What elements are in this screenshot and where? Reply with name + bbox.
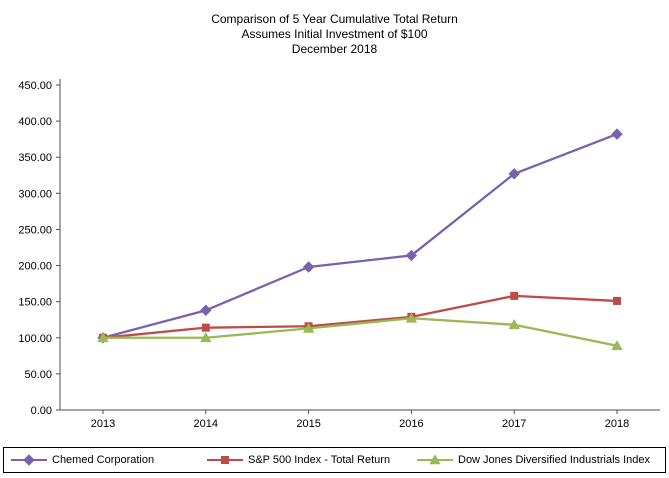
series-line — [102, 133, 618, 339]
series-marker-diamond-icon — [23, 454, 35, 466]
chart-title-line-2: Assumes Initial Investment of $100 — [241, 27, 428, 41]
series-marker-triangle-icon — [97, 332, 109, 343]
x-tick-label: 2014 — [194, 418, 218, 430]
legend-marker-square-icon — [207, 456, 243, 464]
y-tick-label: 0.00 — [31, 405, 52, 417]
y-tick-label: 250.00 — [18, 224, 52, 236]
x-tick-label: 2013 — [91, 418, 115, 430]
series-line — [102, 294, 618, 339]
series-marker-diamond-icon — [200, 304, 212, 317]
series-marker-triangle-icon — [429, 454, 441, 465]
x-tick-label: 2018 — [605, 418, 629, 430]
y-tick-label: 100.00 — [18, 333, 52, 345]
series-marker-square-icon — [221, 456, 229, 464]
series-marker-triangle-icon — [302, 322, 315, 333]
y-tick-label: 350.00 — [18, 152, 52, 164]
series-marker-diamond-icon — [405, 249, 418, 262]
legend-item-dowjones: Dow Jones Diversified Industrials Index — [416, 448, 650, 472]
series-line — [103, 317, 618, 347]
legend-label: Dow Jones Diversified Industrials Index — [458, 454, 650, 466]
chart-title-line-3: December 2018 — [291, 42, 378, 56]
x-tick-label: 2015 — [296, 418, 320, 430]
series-marker-square-icon — [510, 291, 519, 300]
legend-marker-triangle-icon — [417, 454, 453, 465]
chart-legend: Chemed Corporation S&P 500 Index - Total… — [3, 447, 666, 473]
chart-title-line-1: Comparison of 5 Year Cumulative Total Re… — [211, 12, 458, 26]
legend-item-chemed: Chemed Corporation — [10, 448, 206, 472]
y-tick-label: 400.00 — [18, 116, 52, 128]
series-marker-triangle-icon — [611, 340, 623, 351]
legend-item-sp500: S&P 500 Index - Total Return — [206, 448, 416, 472]
legend-marker-diamond-icon — [11, 454, 47, 466]
series-marker-diamond-icon — [508, 168, 520, 180]
series-marker-square-icon — [201, 323, 210, 332]
series-marker-diamond-icon — [302, 261, 315, 273]
chart-title: Comparison of 5 Year Cumulative Total Re… — [0, 12, 669, 57]
series-marker-triangle-icon — [508, 319, 520, 330]
y-tick-label: 450.00 — [18, 80, 52, 92]
series-marker-triangle-icon — [200, 332, 212, 343]
y-tick-label: 50.00 — [24, 369, 52, 381]
y-tick-label: 200.00 — [18, 261, 52, 273]
series-marker-diamond-icon — [611, 128, 623, 140]
x-tick-label: 2017 — [502, 418, 526, 430]
series-marker-triangle-icon — [405, 312, 418, 323]
y-tick-label: 300.00 — [18, 188, 52, 200]
y-tick-label: 150.00 — [18, 297, 52, 309]
series-marker-square-icon — [613, 296, 621, 305]
legend-label: S&P 500 Index - Total Return — [248, 454, 391, 466]
x-tick-label: 2016 — [399, 418, 423, 430]
line-chart-plot: 0.00 50.00 100.00 150.00 200.00 250.00 300.00 3… — [18, 79, 660, 430]
legend-label: Chemed Corporation — [52, 454, 155, 466]
